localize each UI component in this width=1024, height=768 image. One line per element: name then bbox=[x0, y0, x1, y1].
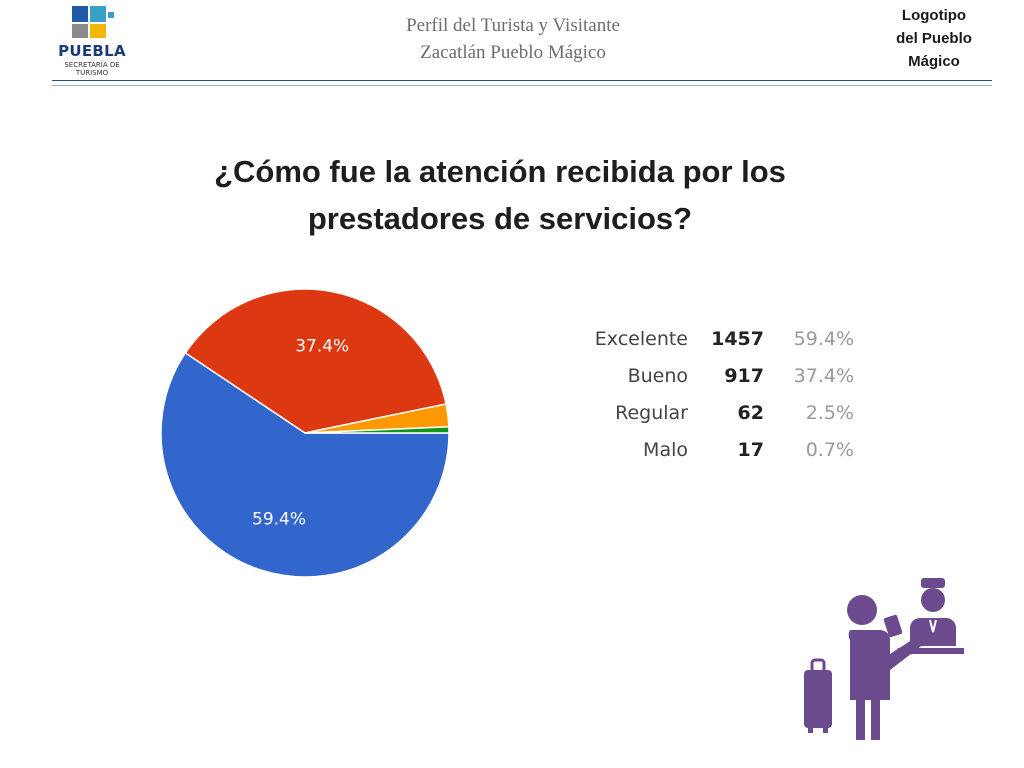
logo-subtitle-line1: SECRETARÍA DE bbox=[64, 61, 120, 69]
pie-label-bueno: 37.4% bbox=[295, 336, 349, 356]
traveler-reception-icon bbox=[804, 578, 964, 740]
puebla-logo: PUEBLA SECRETARÍA DE TURISMO bbox=[52, 4, 132, 86]
question-title: ¿Cómo fue la atención recibida por los p… bbox=[130, 148, 870, 242]
header-title-line1: Perfil del Turista y Visitante bbox=[406, 15, 620, 36]
legend-count: 62 bbox=[737, 402, 764, 424]
logo-subtitle-line2: TURISMO bbox=[75, 69, 109, 77]
legend-count: 1457 bbox=[711, 328, 764, 350]
legend-percent: 37.4% bbox=[793, 365, 854, 387]
logo-subtitle: SECRETARÍA DE TURISMO bbox=[52, 61, 132, 77]
logo-title: PUEBLA bbox=[58, 42, 126, 60]
question-line2: prestadores de servicios? bbox=[307, 201, 693, 236]
legend-count: 17 bbox=[737, 439, 764, 461]
pie-label-excelente: 59.4% bbox=[252, 509, 306, 529]
legend-percent: 0.7% bbox=[805, 439, 854, 461]
pie-slice-malo bbox=[304, 425, 450, 434]
header-title-line2: Zacatlán Pueblo Mágico bbox=[420, 42, 606, 63]
legend-label: Excelente bbox=[594, 328, 688, 350]
pie-slice-bueno bbox=[184, 288, 447, 434]
pie-slice-excelente bbox=[160, 351, 450, 578]
placeholder-line2: del Pueblo bbox=[896, 30, 972, 47]
legend-count: 917 bbox=[724, 365, 764, 387]
puebla-logo-mark bbox=[72, 6, 114, 38]
placeholder-line3: Mágico bbox=[908, 53, 960, 70]
placeholder-line1: Logotipo bbox=[901, 7, 967, 24]
legend-label: Malo bbox=[643, 439, 688, 461]
pie-chart: 59.4% 37.4% bbox=[160, 288, 450, 578]
legend-label: Bueno bbox=[627, 365, 688, 387]
legend-percent: 59.4% bbox=[793, 328, 854, 350]
question-line1: ¿Cómo fue la atención recibida por los bbox=[214, 154, 786, 189]
header-divider bbox=[52, 80, 992, 81]
page-header-title: Perfil del Turista y Visitante Zacatlán … bbox=[313, 12, 713, 66]
legend-percent: 2.5% bbox=[805, 402, 854, 424]
legend-label: Regular bbox=[615, 402, 688, 424]
header-divider-secondary bbox=[52, 85, 992, 86]
town-logo-placeholder: Logotipo del Pueblo Mágico bbox=[878, 4, 990, 78]
